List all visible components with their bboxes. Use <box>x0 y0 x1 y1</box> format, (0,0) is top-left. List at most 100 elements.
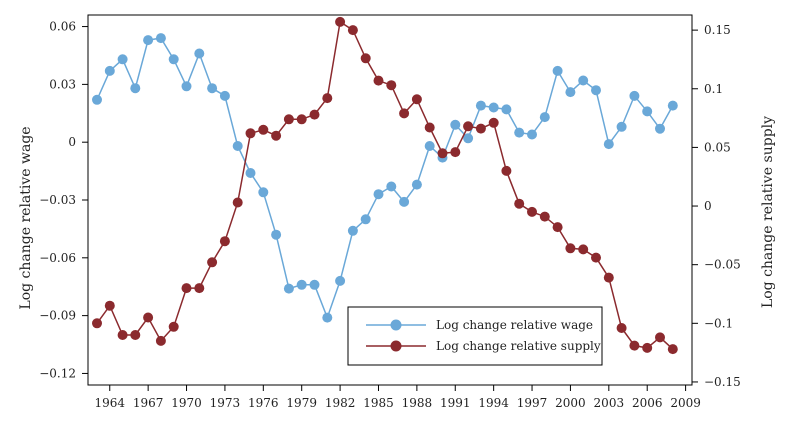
supply-point-1986 <box>386 80 397 91</box>
wage-point-1993 <box>475 100 486 111</box>
supply-point-2004 <box>616 323 627 333</box>
right-tick-label: 0.1 <box>704 82 723 96</box>
legend: Log change relative wage Log change rela… <box>347 306 603 366</box>
x-tick-label: 1991 <box>440 396 471 410</box>
legend-box <box>347 306 603 366</box>
wage-point-2007 <box>655 123 665 134</box>
left-tick-label: −0.09 <box>39 309 76 323</box>
supply-point-1996 <box>514 198 525 209</box>
wage-point-2005 <box>629 90 640 101</box>
x-tick-label: 2009 <box>670 396 701 410</box>
wage-point-1965 <box>117 54 128 65</box>
wage-point-1995 <box>501 104 512 115</box>
x-tick-label: 1970 <box>171 396 202 410</box>
supply-point-1983 <box>347 25 358 36</box>
right-tick-label: −0.05 <box>704 258 741 272</box>
supply-point-1985 <box>373 75 384 86</box>
wage-point-1980 <box>309 279 320 290</box>
supply-point-1965 <box>117 330 128 340</box>
supply-point-1994 <box>488 117 499 128</box>
wage-point-1973 <box>219 90 230 101</box>
supply-point-1998 <box>539 211 550 222</box>
supply-point-1974 <box>232 197 243 208</box>
wage-point-1992 <box>463 133 474 144</box>
x-tick-label: 1976 <box>248 396 279 410</box>
legend-supply-marker <box>390 340 402 352</box>
right-tick-label: 0 <box>704 199 712 213</box>
wage-point-1997 <box>527 129 537 140</box>
wage-point-1966 <box>130 83 141 94</box>
left-tick-label: 0.03 <box>49 77 76 91</box>
left-y-axis: 0.06 0.03 0 −0.03 −0.06 −0.09 −0.12 <box>39 20 88 380</box>
supply-series-line <box>96 20 674 350</box>
wage-point-1963 <box>92 94 102 105</box>
supply-point-1991 <box>450 147 461 158</box>
wage-point-1988 <box>411 179 422 190</box>
supply-point-1972 <box>207 257 218 268</box>
supply-point-1993 <box>475 123 486 134</box>
right-axis-label: Log change relative supply <box>760 116 776 308</box>
left-tick-label: −0.06 <box>39 251 76 265</box>
wage-point-2003 <box>603 139 614 150</box>
wage-point-1983 <box>347 225 358 236</box>
supply-point-2006 <box>642 342 653 353</box>
wage-point-1984 <box>360 214 371 225</box>
wage-point-2004 <box>616 121 627 132</box>
supply-point-2002 <box>591 252 601 263</box>
x-tick-label: 1994 <box>478 396 509 410</box>
supply-point-1987 <box>399 108 410 119</box>
legend-supply-label: Log change relative supply <box>436 339 601 353</box>
supply-point-1969 <box>168 321 179 332</box>
supply-point-1978 <box>283 114 294 125</box>
legend-wage-label: Log change relative wage <box>436 318 593 332</box>
supply-point-1984 <box>360 53 371 64</box>
wage-point-1985 <box>373 189 384 200</box>
supply-point-2001 <box>578 244 589 255</box>
wage-point-1972 <box>207 83 218 94</box>
supply-point-2005 <box>629 340 640 351</box>
x-tick-label: 2006 <box>632 396 663 410</box>
supply-point-1981 <box>322 93 333 104</box>
supply-point-1989 <box>424 122 435 133</box>
supply-point-2007 <box>655 332 665 343</box>
supply-point-1992 <box>463 121 474 132</box>
x-tick-label: 1982 <box>325 396 356 410</box>
supply-point-1999 <box>552 222 563 233</box>
supply-point-2000 <box>565 243 576 254</box>
supply-point-1963 <box>92 318 102 329</box>
wage-point-1976 <box>258 187 269 198</box>
supply-point-1995 <box>501 165 512 176</box>
supply-point-1980 <box>309 109 320 120</box>
x-axis: 1964 1967 1970 1973 1976 1979 1982 1985 1988 1991… <box>94 385 701 410</box>
wage-point-1986 <box>386 181 397 192</box>
supply-point-1971 <box>194 283 205 294</box>
left-tick-label: −0.03 <box>39 193 76 207</box>
supply-point-1966 <box>130 330 141 340</box>
supply-point-1967 <box>143 312 154 323</box>
wage-series-line <box>96 37 674 320</box>
wage-point-1964 <box>104 65 115 76</box>
x-tick-label: 1967 <box>133 396 164 410</box>
right-tick-label: 0.15 <box>704 23 731 37</box>
supply-point-1964 <box>104 300 115 311</box>
supply-point-1997 <box>527 206 537 217</box>
wage-point-1994 <box>488 102 499 113</box>
supply-point-2003 <box>603 272 614 283</box>
wage-point-1981 <box>322 312 333 323</box>
supply-point-1976 <box>258 124 269 135</box>
right-y-axis: 0.15 0.1 0.05 0 −0.05 −0.1 −0.15 <box>692 23 741 389</box>
supply-point-1968 <box>155 335 166 346</box>
wage-point-2001 <box>578 75 589 86</box>
supply-point-1990 <box>437 148 448 159</box>
wage-point-1999 <box>552 65 563 76</box>
x-tick-label: 2003 <box>594 396 625 410</box>
left-tick-label: −0.12 <box>39 366 76 380</box>
x-tick-label: 1979 <box>286 396 317 410</box>
supply-point-1982 <box>335 16 346 27</box>
x-tick-label: 1964 <box>94 396 125 410</box>
wage-point-1969 <box>168 54 179 65</box>
wage-point-1989 <box>424 141 435 151</box>
wage-point-1998 <box>539 112 550 123</box>
wage-point-2000 <box>565 87 576 98</box>
